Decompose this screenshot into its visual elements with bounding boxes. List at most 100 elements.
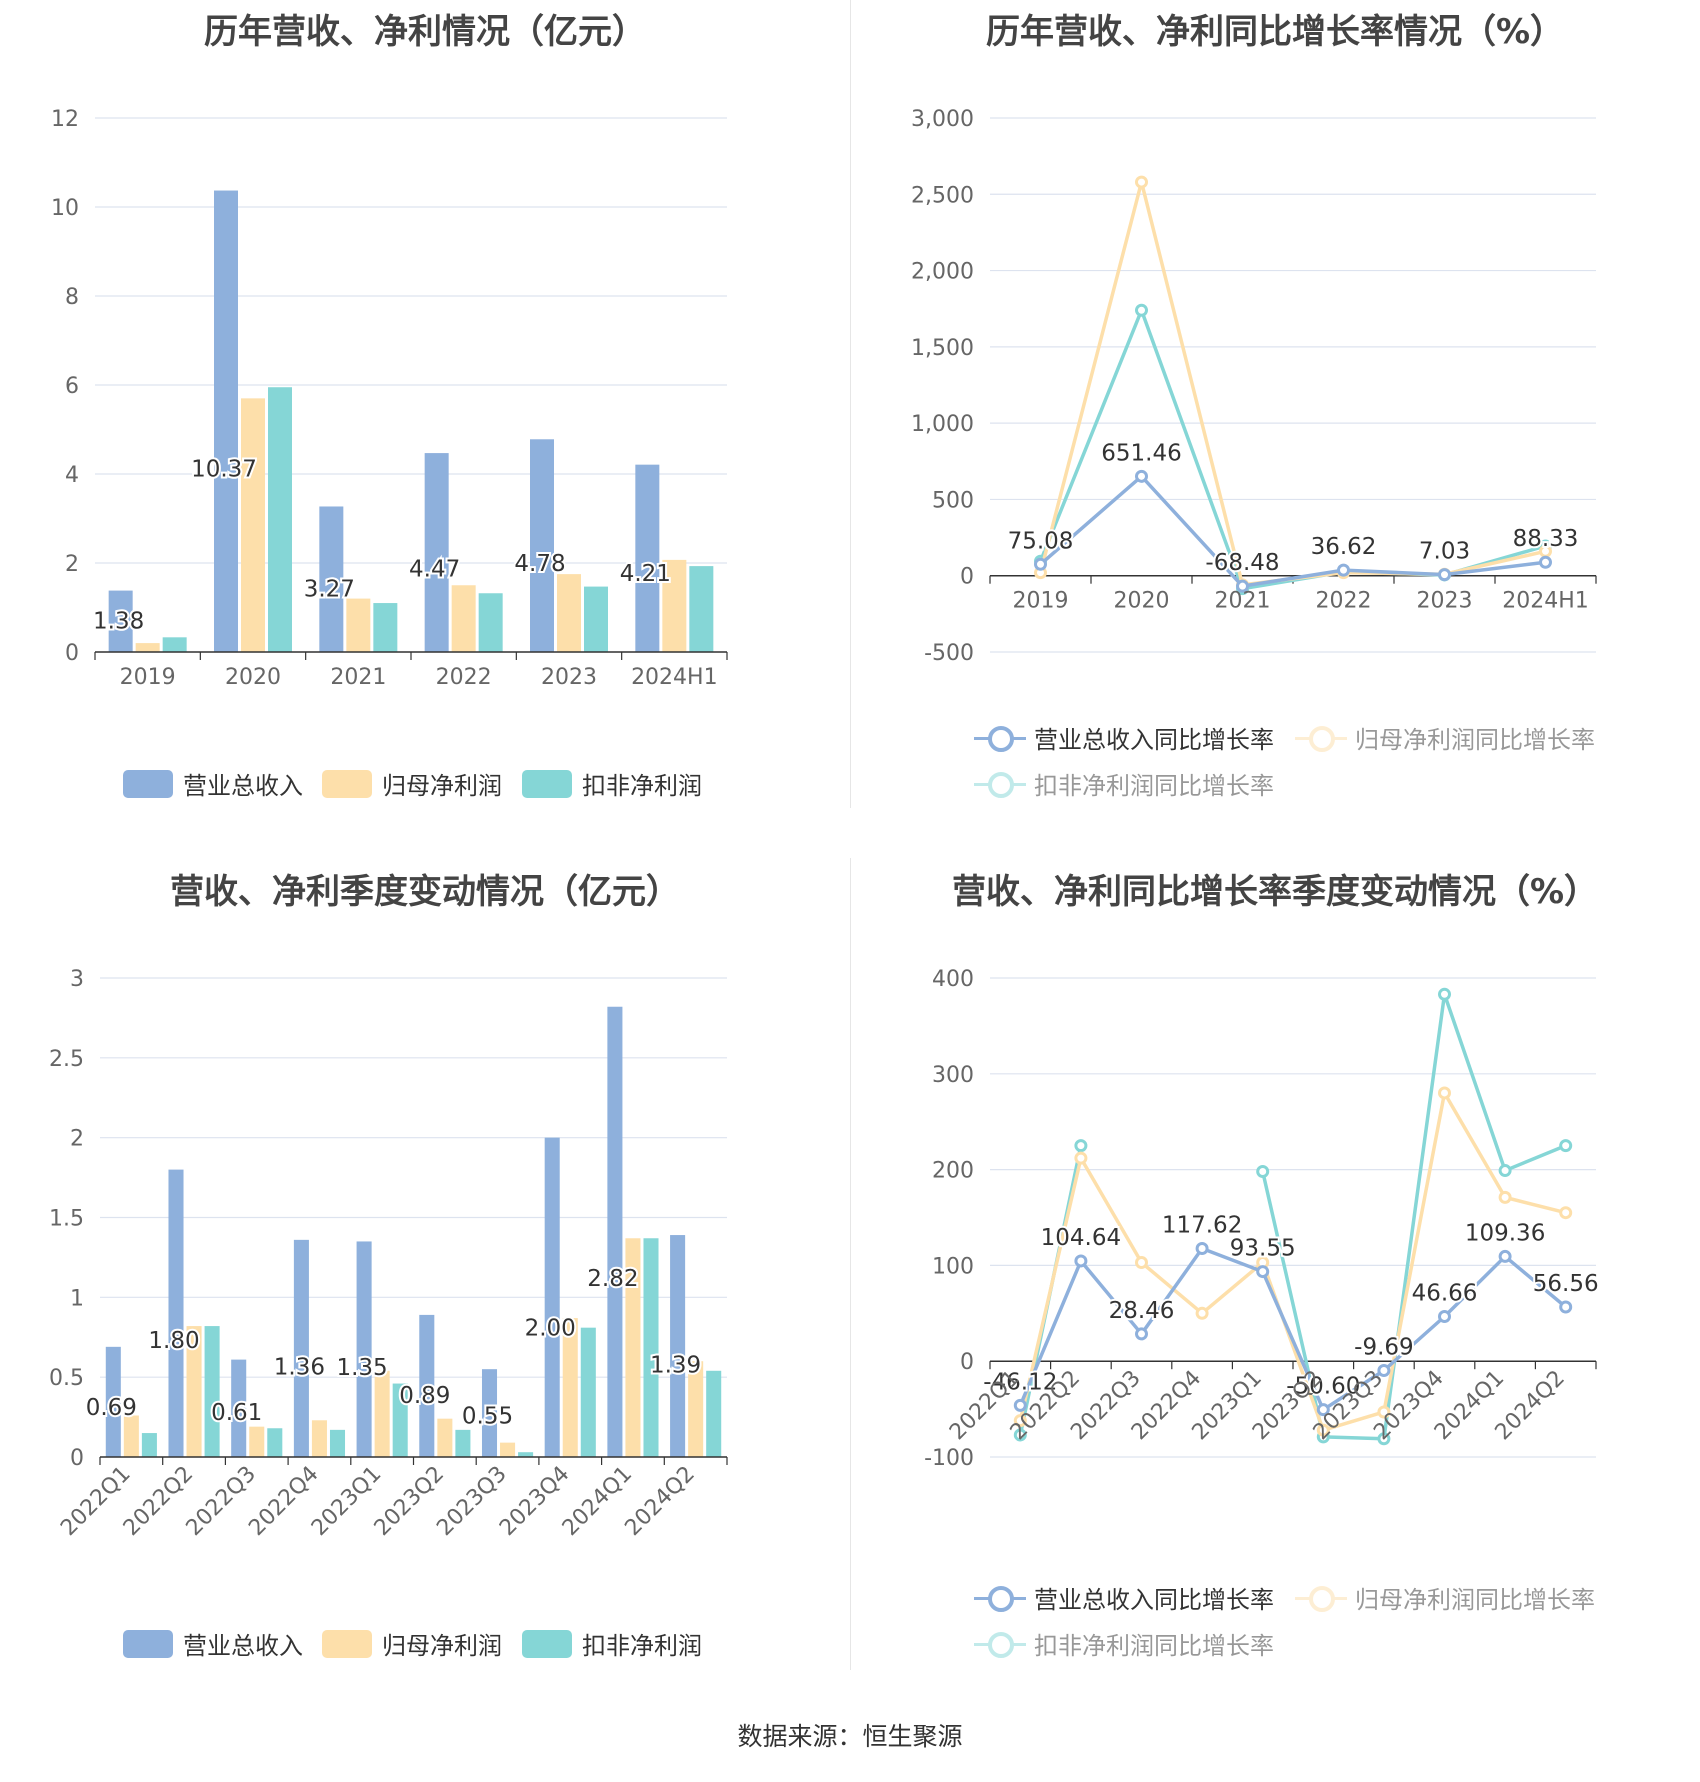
point-revenue bbox=[1013, 1398, 1027, 1412]
point-revenue bbox=[1559, 1300, 1573, 1314]
bar-revenue bbox=[356, 1241, 372, 1457]
y-tick-label: 4 bbox=[65, 463, 79, 488]
data-label: 75.08 bbox=[1008, 528, 1074, 554]
legend-item-revenue[interactable]: 营业总收入 bbox=[123, 766, 303, 801]
legend-item-deducted-profit[interactable]: 扣非净利润 bbox=[522, 1626, 702, 1661]
legend-item-deducted-profit-growth[interactable]: 扣非净利润同比增长率 bbox=[974, 766, 1274, 801]
point-deducted-profit bbox=[1438, 987, 1451, 1001]
y-tick-label: -500 bbox=[924, 641, 974, 666]
legend-item-revenue[interactable]: 营业总收入 bbox=[123, 1626, 303, 1661]
y-tick-label: 1.5 bbox=[49, 1207, 84, 1232]
legend-swatch-revenue-growth bbox=[974, 1584, 1026, 1612]
y-tick-label: 1 bbox=[70, 1286, 84, 1311]
bar-deducted-profit bbox=[329, 1429, 346, 1457]
data-label: 46.66 bbox=[1412, 1280, 1478, 1306]
bar-revenue bbox=[168, 1169, 184, 1457]
data-label: 0.55 bbox=[462, 1404, 513, 1430]
point-deducted-profit bbox=[1498, 1164, 1512, 1178]
data-label: 2.00 bbox=[525, 1316, 576, 1342]
x-tick-label: 2023 bbox=[1417, 589, 1473, 614]
bar-net-profit bbox=[123, 1415, 139, 1457]
x-tick-label: 2022 bbox=[436, 665, 492, 690]
data-label: 28.46 bbox=[1109, 1298, 1175, 1324]
data-label: 4.21 bbox=[620, 561, 671, 587]
legend-item-net-profit-growth[interactable]: 归母净利润同比增长率 bbox=[1295, 720, 1595, 755]
bar-revenue bbox=[544, 1137, 560, 1457]
x-tick-label: 2023 bbox=[541, 665, 597, 690]
point-deducted-profit bbox=[1377, 1432, 1391, 1446]
data-label: 10.37 bbox=[191, 457, 257, 483]
bar-deducted-profit bbox=[580, 1327, 596, 1457]
data-label: 36.62 bbox=[1311, 534, 1377, 560]
legend-swatch-deducted-profit bbox=[522, 769, 572, 798]
point-net-profit bbox=[1559, 1206, 1573, 1220]
y-tick-label: 2,500 bbox=[911, 183, 974, 208]
point-revenue bbox=[1256, 1265, 1270, 1279]
y-tick-label: 1,500 bbox=[911, 336, 974, 361]
legend-item-deducted-profit-growth[interactable]: 扣非净利润同比增长率 bbox=[974, 1626, 1274, 1661]
bar-net-profit bbox=[662, 559, 687, 652]
point-deducted-profit bbox=[1559, 1139, 1573, 1153]
data-label: -46.12 bbox=[983, 1369, 1057, 1395]
point-revenue bbox=[1195, 1242, 1209, 1256]
bar-revenue bbox=[231, 1359, 247, 1457]
y-tick-label: 0 bbox=[70, 1446, 84, 1471]
bar-deducted-profit bbox=[141, 1433, 157, 1457]
bar-deducted-profit bbox=[204, 1326, 220, 1457]
point-revenue bbox=[1539, 555, 1552, 569]
bar-revenue bbox=[607, 1006, 623, 1457]
data-label: 4.78 bbox=[514, 551, 565, 577]
point-revenue bbox=[1337, 563, 1350, 577]
legend-label: 归母净利润同比增长率 bbox=[1355, 1586, 1595, 1614]
point-deducted-profit bbox=[1135, 303, 1148, 317]
bar-revenue bbox=[214, 190, 238, 652]
panel-annual-revenue-profit: 历年营收、净利情况（亿元） 0 2 4 6 8 10 12 1.38 10.37 3.27 4.47… bbox=[0, 0, 850, 860]
chart-title: 历年营收、净利情况（亿元） bbox=[204, 12, 646, 52]
bar-deducted-profit bbox=[373, 603, 398, 652]
point-net-profit bbox=[1013, 1414, 1027, 1428]
bar-net-profit bbox=[186, 1326, 202, 1457]
bar-net-profit bbox=[451, 585, 476, 652]
bar-net-profit bbox=[437, 1418, 453, 1457]
bar-net-profit bbox=[688, 1361, 704, 1457]
legend-item-net-profit-growth[interactable]: 归母净利润同比增长率 bbox=[1295, 1580, 1595, 1615]
divider-top bbox=[850, 0, 851, 808]
y-tick-label: 100 bbox=[932, 1254, 974, 1279]
legend-swatch-net-profit-growth bbox=[1295, 1584, 1347, 1612]
y-tick-label: 2,000 bbox=[911, 260, 974, 285]
x-tick-label: 2021 bbox=[1215, 589, 1271, 614]
point-revenue bbox=[1135, 1327, 1148, 1341]
divider-bottom bbox=[850, 858, 851, 1670]
bar-revenue bbox=[105, 1346, 121, 1457]
bar-deducted-profit bbox=[268, 387, 292, 652]
line-net-profit bbox=[1018, 1091, 1567, 1432]
legend-item-revenue-growth[interactable]: 营业总收入同比增长率 bbox=[974, 1580, 1274, 1615]
point-deducted-profit bbox=[1256, 1165, 1270, 1179]
y-tick-label: -100 bbox=[924, 1446, 974, 1471]
annual-line-chart: -500 0 500 1,000 1,500 2,000 2,500 3,000 75.08 65… bbox=[911, 107, 1597, 666]
legend-item-net-profit[interactable]: 归母净利润 bbox=[322, 766, 502, 801]
bar-revenue bbox=[530, 439, 554, 652]
data-label: 651.46 bbox=[1101, 440, 1181, 466]
data-label: 117.62 bbox=[1162, 1213, 1242, 1239]
line-revenue bbox=[1039, 474, 1546, 588]
y-tick-label: 12 bbox=[51, 107, 79, 132]
bar-revenue bbox=[424, 453, 449, 652]
legend-item-revenue-growth[interactable]: 营业总收入同比增长率 bbox=[974, 720, 1274, 755]
point-net-profit bbox=[1438, 1086, 1451, 1100]
data-label: 1.36 bbox=[274, 1354, 325, 1380]
bar-revenue bbox=[635, 464, 660, 652]
bar-deducted-profit bbox=[584, 586, 608, 652]
y-tick-label: 300 bbox=[932, 1063, 974, 1088]
legend-item-net-profit[interactable]: 归母净利润 bbox=[322, 1626, 502, 1661]
data-label: 7.03 bbox=[1419, 539, 1470, 565]
legend-swatch-net-profit bbox=[322, 1629, 372, 1658]
legend-swatch-revenue bbox=[123, 1629, 173, 1658]
data-label: 1.35 bbox=[336, 1355, 387, 1381]
bar-net-profit bbox=[241, 398, 265, 652]
legend-item-deducted-profit[interactable]: 扣非净利润 bbox=[522, 766, 702, 801]
y-tick-label: 400 bbox=[932, 967, 974, 992]
bar-deducted-profit bbox=[455, 1429, 471, 1457]
point-deducted-profit bbox=[1013, 1428, 1027, 1442]
legend-swatch-revenue bbox=[123, 769, 173, 798]
